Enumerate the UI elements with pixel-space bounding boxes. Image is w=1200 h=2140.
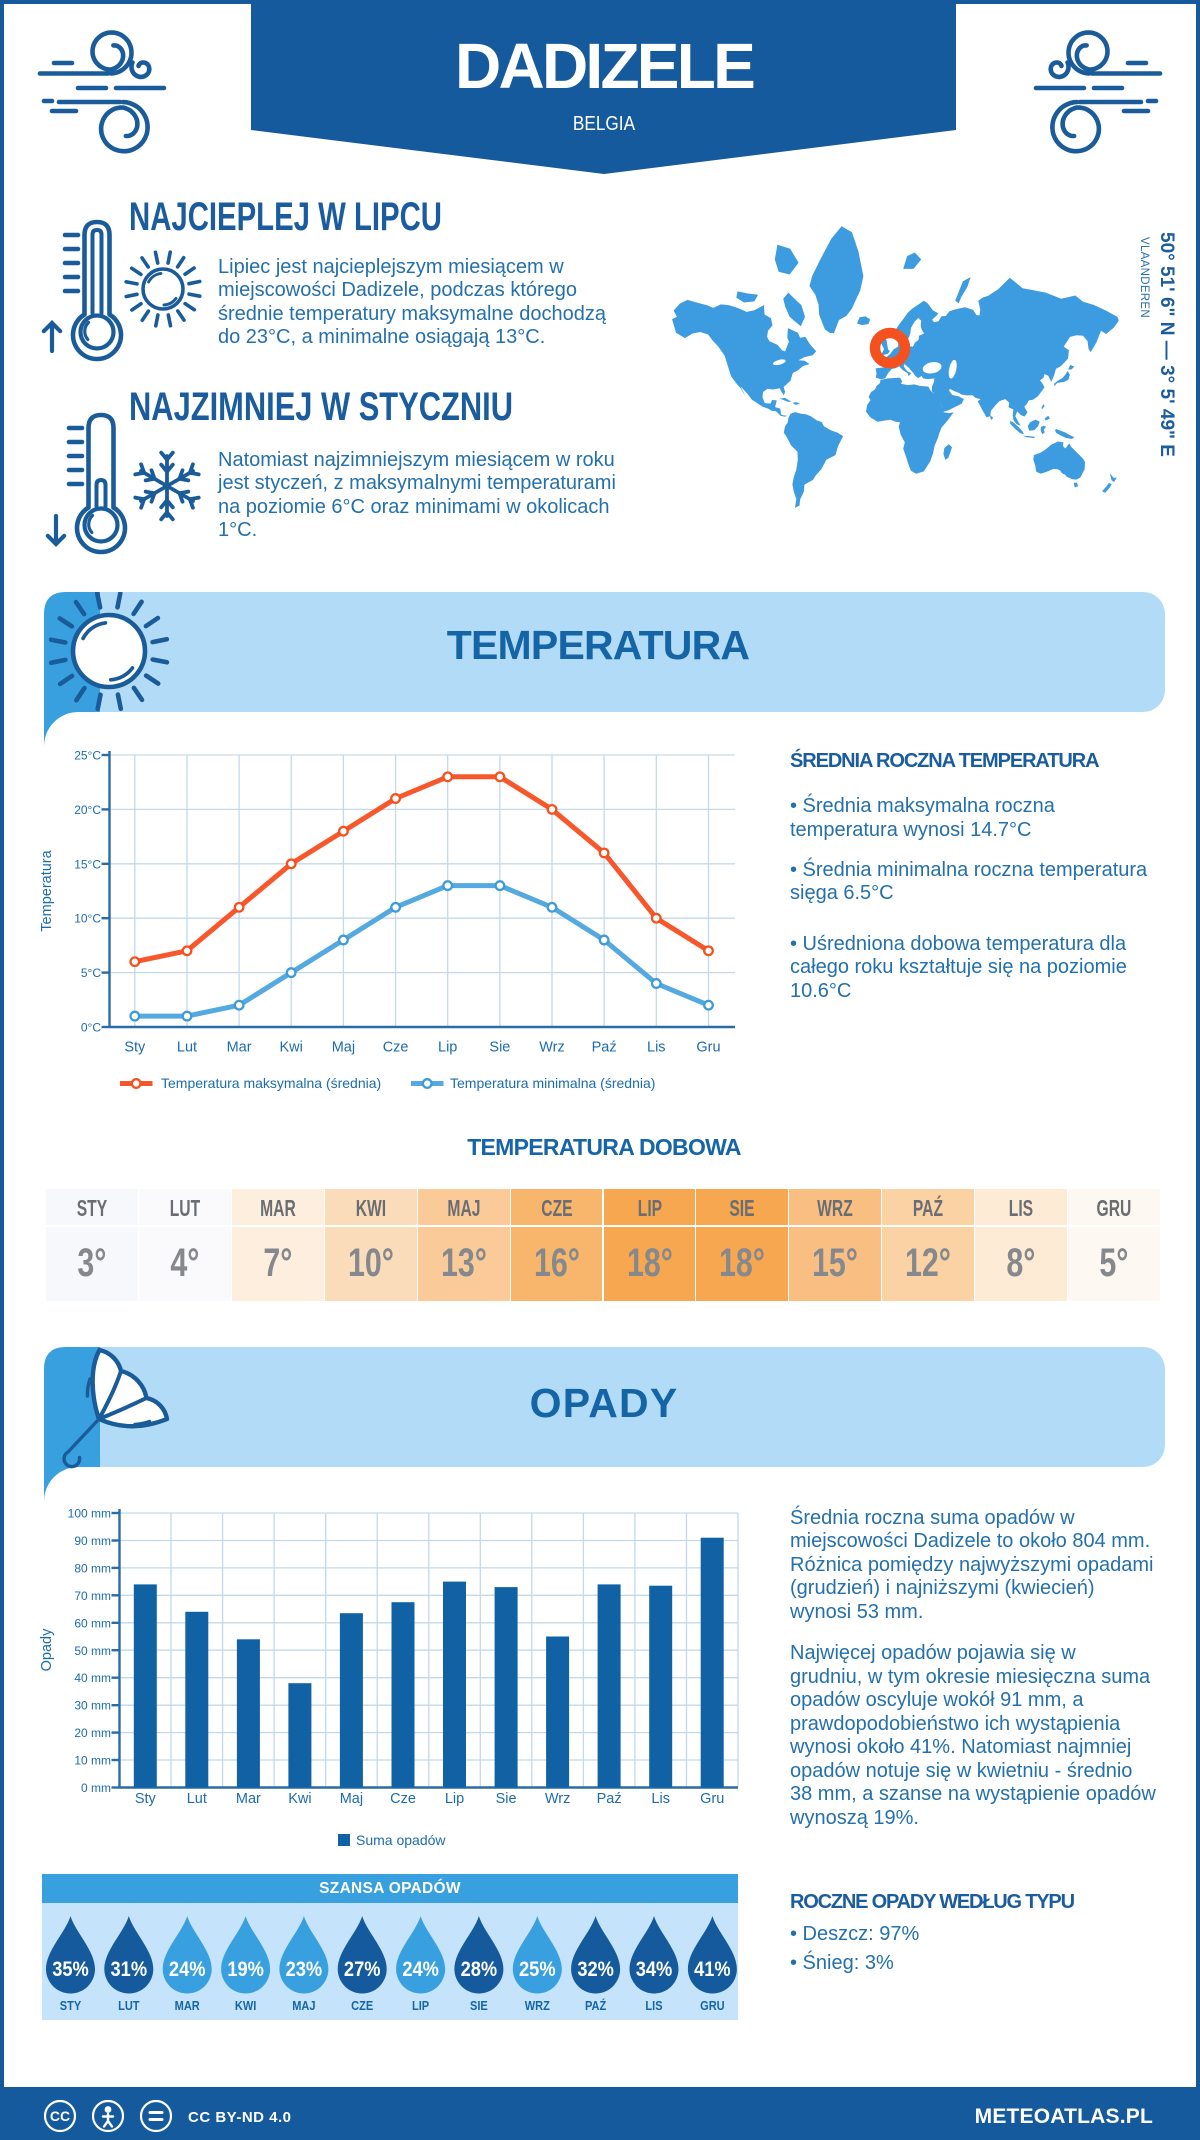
svg-text:Lut: Lut: [177, 1040, 197, 1056]
svg-text:35%: 35%: [52, 1958, 89, 1981]
svg-text:Opady: Opady: [39, 1628, 55, 1671]
svg-text:Maj: Maj: [332, 1040, 355, 1056]
svg-text:Mar: Mar: [236, 1791, 261, 1807]
svg-text:25%: 25%: [519, 1958, 556, 1981]
svg-text:60 mm: 60 mm: [74, 1616, 111, 1630]
svg-text:0 mm: 0 mm: [81, 1781, 111, 1795]
svg-text:Suma opadów: Suma opadów: [356, 1832, 446, 1848]
svg-text:Lut: Lut: [187, 1791, 207, 1807]
svg-text:Kwi: Kwi: [280, 1040, 303, 1056]
svg-text:40 mm: 40 mm: [74, 1671, 111, 1685]
svg-text:LIP: LIP: [412, 1998, 429, 2013]
svg-text:32%: 32%: [577, 1958, 614, 1981]
svg-text:Kwi: Kwi: [288, 1791, 311, 1807]
svg-text:5°C: 5°C: [81, 966, 101, 980]
svg-text:Sie: Sie: [496, 1791, 517, 1807]
svg-text:Gru: Gru: [700, 1791, 724, 1807]
svg-text:Lip: Lip: [438, 1040, 457, 1056]
svg-text:10°C: 10°C: [74, 912, 101, 926]
svg-text:Cze: Cze: [390, 1791, 416, 1807]
svg-text:50 mm: 50 mm: [74, 1644, 111, 1658]
svg-text:Lis: Lis: [647, 1040, 666, 1056]
svg-text:27%: 27%: [344, 1958, 381, 1981]
svg-text:MAJ: MAJ: [292, 1998, 315, 2013]
svg-text:Cze: Cze: [383, 1040, 409, 1056]
svg-text:Sty: Sty: [124, 1040, 146, 1056]
svg-text:Paź: Paź: [592, 1040, 617, 1056]
svg-text:25°C: 25°C: [74, 749, 101, 763]
svg-text:PAŹ: PAŹ: [585, 1997, 607, 2013]
svg-text:80 mm: 80 mm: [74, 1561, 111, 1575]
svg-text:70 mm: 70 mm: [74, 1589, 111, 1603]
svg-text:15°C: 15°C: [74, 857, 101, 871]
svg-text:Gru: Gru: [696, 1040, 720, 1056]
svg-text:100 mm: 100 mm: [68, 1507, 111, 1521]
svg-text:WRZ: WRZ: [525, 1998, 551, 2013]
svg-text:24%: 24%: [402, 1958, 439, 1981]
svg-text:Maj: Maj: [340, 1791, 363, 1807]
svg-text:Lip: Lip: [445, 1791, 464, 1807]
svg-text:LIS: LIS: [645, 1998, 662, 2013]
svg-text:KWI: KWI: [235, 1998, 256, 2013]
svg-text:LUT: LUT: [118, 1998, 140, 2013]
svg-text:CC: CC: [50, 2108, 70, 2124]
svg-text:SIE: SIE: [470, 1998, 488, 2013]
svg-text:Temperatura maksymalna (średni: Temperatura maksymalna (średnia): [161, 1075, 381, 1091]
svg-text:MAR: MAR: [175, 1998, 200, 2013]
svg-text:Temperatura: Temperatura: [39, 849, 55, 931]
svg-text:Sty: Sty: [135, 1791, 157, 1807]
svg-text:Sie: Sie: [489, 1040, 510, 1056]
svg-text:10 mm: 10 mm: [74, 1754, 111, 1768]
svg-text:Wrz: Wrz: [539, 1040, 565, 1056]
svg-text:Wrz: Wrz: [545, 1791, 571, 1807]
svg-text:CZE: CZE: [351, 1998, 373, 2013]
svg-text:28%: 28%: [461, 1958, 498, 1981]
svg-text:34%: 34%: [636, 1958, 673, 1981]
svg-text:Lis: Lis: [651, 1791, 670, 1807]
svg-text:Temperatura minimalna (średnia: Temperatura minimalna (średnia): [450, 1075, 655, 1091]
svg-text:20 mm: 20 mm: [74, 1726, 111, 1740]
svg-text:GRU: GRU: [700, 1998, 725, 2013]
svg-text:Paź: Paź: [597, 1791, 622, 1807]
svg-text:20°C: 20°C: [74, 803, 101, 817]
svg-text:23%: 23%: [286, 1958, 323, 1981]
svg-text:Mar: Mar: [227, 1040, 252, 1056]
svg-text:30 mm: 30 mm: [74, 1699, 111, 1713]
svg-text:0°C: 0°C: [81, 1021, 101, 1035]
svg-text:41%: 41%: [694, 1958, 731, 1981]
svg-text:19%: 19%: [227, 1958, 264, 1981]
svg-text:STY: STY: [60, 1998, 81, 2013]
svg-text:24%: 24%: [169, 1958, 206, 1981]
svg-text:31%: 31%: [111, 1958, 148, 1981]
svg-text:90 mm: 90 mm: [74, 1534, 111, 1548]
